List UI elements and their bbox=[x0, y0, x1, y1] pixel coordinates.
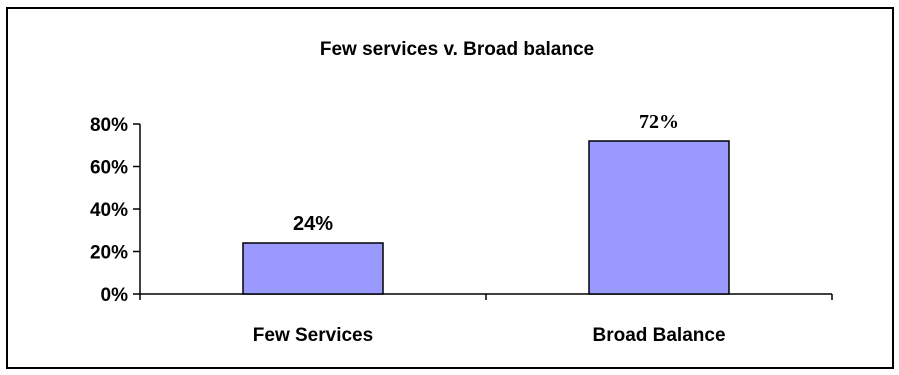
x-axis-labels: Few Services Broad Balance bbox=[253, 325, 726, 346]
y-tick-label: 20% bbox=[90, 243, 128, 264]
y-tick-label: 80% bbox=[90, 115, 128, 136]
y-tick-label: 0% bbox=[101, 285, 129, 306]
data-label: 72% bbox=[639, 111, 679, 133]
x-axis-ticks bbox=[139, 294, 833, 300]
x-tick-label: Broad Balance bbox=[592, 325, 725, 346]
bar bbox=[588, 140, 730, 295]
x-tick-label: Few Services bbox=[253, 325, 373, 346]
bars bbox=[242, 140, 730, 295]
y-axis-ticks: 0% 20% 40% 60% 80% bbox=[90, 115, 140, 306]
y-tick-label: 40% bbox=[90, 200, 128, 221]
bar bbox=[242, 242, 384, 295]
chart-title: Few services v. Broad balance bbox=[320, 39, 594, 60]
y-tick-label: 60% bbox=[90, 158, 128, 179]
data-labels: 24% 72% bbox=[293, 111, 679, 235]
data-label: 24% bbox=[293, 213, 333, 235]
chart-frame bbox=[6, 7, 894, 369]
